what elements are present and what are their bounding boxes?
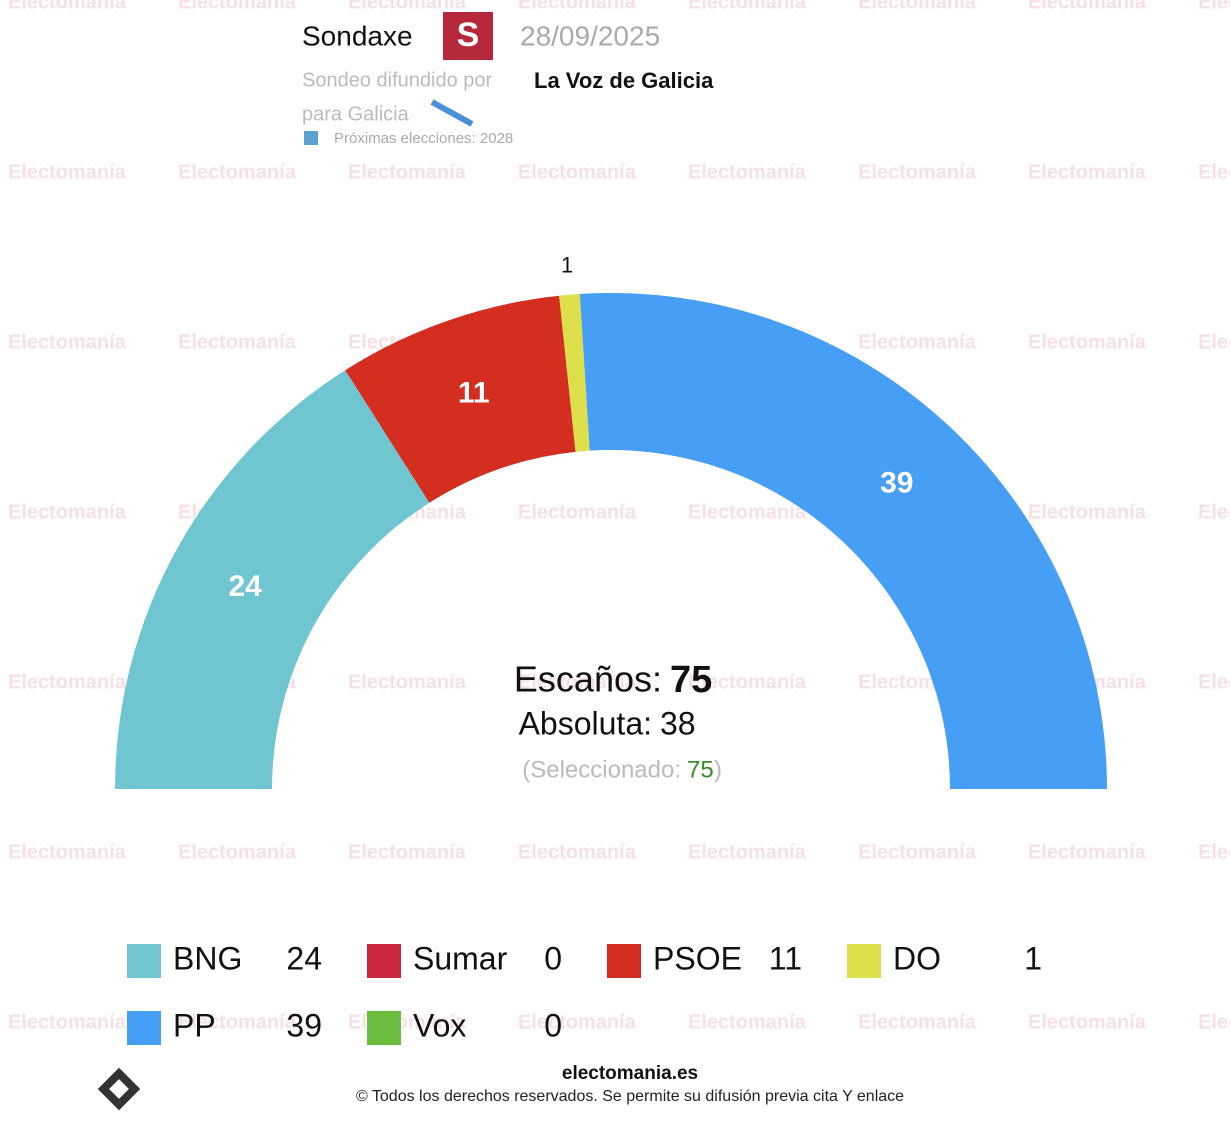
watermark: Electomanía bbox=[1028, 841, 1147, 863]
legend-label: PP bbox=[173, 1007, 216, 1043]
watermark: Electomanía bbox=[8, 331, 127, 353]
pollster-logo-mark: S bbox=[457, 16, 480, 54]
footer-site: electomania.es bbox=[562, 1063, 698, 1084]
watermark: Electomanía bbox=[348, 0, 467, 13]
watermark: Electomanía bbox=[8, 501, 127, 523]
footer-copyright: © Todos los derechos reservados. Se perm… bbox=[356, 1088, 904, 1105]
pollster-logo bbox=[443, 12, 493, 60]
footer-logo bbox=[97, 1067, 141, 1111]
legend-swatch bbox=[607, 944, 641, 978]
legend-swatch bbox=[127, 1011, 161, 1045]
legend-value: 39 bbox=[286, 1007, 322, 1043]
majority: 38 bbox=[660, 705, 696, 741]
watermark: Electomanía bbox=[858, 0, 977, 13]
seat-arc bbox=[115, 370, 430, 789]
watermark: Electomanía bbox=[1198, 501, 1230, 523]
watermark: Electomanía bbox=[348, 841, 467, 863]
legend-value: 1 bbox=[1024, 940, 1042, 976]
watermark: Electomanía bbox=[858, 841, 977, 863]
legend-label: Vox bbox=[413, 1007, 466, 1043]
legend-label: BNG bbox=[173, 940, 242, 976]
watermark: Electomanía bbox=[858, 1011, 977, 1033]
watermark: Electomanía bbox=[1028, 161, 1147, 183]
watermark: Electomanía bbox=[1198, 841, 1230, 863]
watermark-layer: Electomanía Electomanía Electomanía Electom… bbox=[8, 0, 1230, 1033]
legend-swatch bbox=[127, 944, 161, 978]
seat-label: 1 bbox=[561, 253, 573, 278]
legend-value: 24 bbox=[286, 940, 322, 976]
watermark: Electomanía bbox=[178, 841, 297, 863]
selected-label: (Seleccionado: bbox=[522, 756, 681, 783]
region: para Galicia bbox=[302, 103, 410, 125]
seat-label: 24 bbox=[228, 570, 262, 603]
watermark: Electomanía bbox=[178, 1011, 297, 1033]
watermark: Electomanía bbox=[1198, 1011, 1230, 1033]
watermark: Electomanía bbox=[518, 671, 637, 693]
legend-value: 0 bbox=[544, 940, 562, 976]
seat-label: 11 bbox=[458, 377, 490, 410]
region-flag bbox=[430, 99, 474, 127]
watermark: Electomanía bbox=[1198, 671, 1230, 693]
watermark: Electomanía bbox=[688, 501, 807, 523]
legend-swatch bbox=[367, 944, 401, 978]
pollster: Sondaxe bbox=[302, 20, 413, 51]
ballot-icon bbox=[304, 131, 318, 145]
legend: BNG 24 Sumar 0 PSOE 11 DO 1 PP 39 Vox 0 bbox=[127, 940, 1042, 1045]
seat-label: 39 bbox=[880, 467, 913, 500]
watermark: Electomanía bbox=[1198, 161, 1230, 183]
watermark: Electomanía bbox=[688, 161, 807, 183]
watermark: Electomanía bbox=[688, 841, 807, 863]
majority-label: Absoluta: bbox=[519, 705, 652, 741]
watermark: Electomanía bbox=[8, 1011, 127, 1033]
seat-arc bbox=[345, 295, 576, 503]
watermark: Electomanía bbox=[1028, 331, 1147, 353]
seat-arc bbox=[559, 293, 590, 452]
legend-value: 11 bbox=[769, 940, 802, 976]
watermark: Electomanía bbox=[178, 161, 297, 183]
legend-swatch bbox=[367, 1011, 401, 1045]
watermark: Electomanía bbox=[858, 331, 977, 353]
selected: 75 bbox=[687, 756, 714, 783]
watermark: Electomanía bbox=[1028, 1011, 1147, 1033]
seats-label: Escaños: bbox=[514, 659, 662, 700]
watermark: Electomanía bbox=[8, 161, 127, 183]
watermark: Electomanía bbox=[1198, 0, 1230, 13]
watermark: Electomanía bbox=[688, 1011, 807, 1033]
legend-label: Sumar bbox=[413, 940, 508, 976]
publisher: La Voz de Galicia bbox=[534, 68, 714, 93]
watermark: Electomanía bbox=[348, 161, 467, 183]
watermark: Electomanía bbox=[518, 161, 637, 183]
watermark: Electomanía bbox=[1198, 331, 1230, 353]
legend-label: DO bbox=[893, 940, 941, 976]
watermark: Electomanía bbox=[1028, 0, 1147, 13]
watermark: Electomanía bbox=[8, 0, 127, 13]
seat-arc bbox=[579, 293, 1107, 789]
legend-value: 0 bbox=[544, 1007, 562, 1043]
selected-close: ) bbox=[714, 756, 722, 783]
date: 28/09/2025 bbox=[520, 20, 660, 51]
watermark: Electomanía bbox=[688, 671, 807, 693]
watermark: Electomanía bbox=[518, 0, 637, 13]
watermark: Electomanía bbox=[178, 331, 297, 353]
watermark: Electomanía bbox=[1028, 501, 1147, 523]
watermark: Electomanía bbox=[518, 1011, 637, 1033]
watermark: Electomanía bbox=[858, 161, 977, 183]
watermark: Electomanía bbox=[518, 841, 637, 863]
watermark: Electomanía bbox=[8, 841, 127, 863]
published-by: Sondeo difundido por bbox=[302, 69, 492, 91]
watermark: Electomanía bbox=[518, 501, 637, 523]
next-election: Próximas elecciones: 2028 bbox=[334, 130, 513, 147]
seats-total: 75 bbox=[670, 659, 712, 701]
legend-swatch bbox=[847, 944, 881, 978]
watermark: Electomanía bbox=[348, 671, 467, 693]
watermark: Electomanía bbox=[8, 671, 127, 693]
watermark: Electomanía bbox=[688, 0, 807, 13]
legend-label: PSOE bbox=[653, 940, 742, 976]
watermark: Electomanía bbox=[178, 0, 297, 13]
